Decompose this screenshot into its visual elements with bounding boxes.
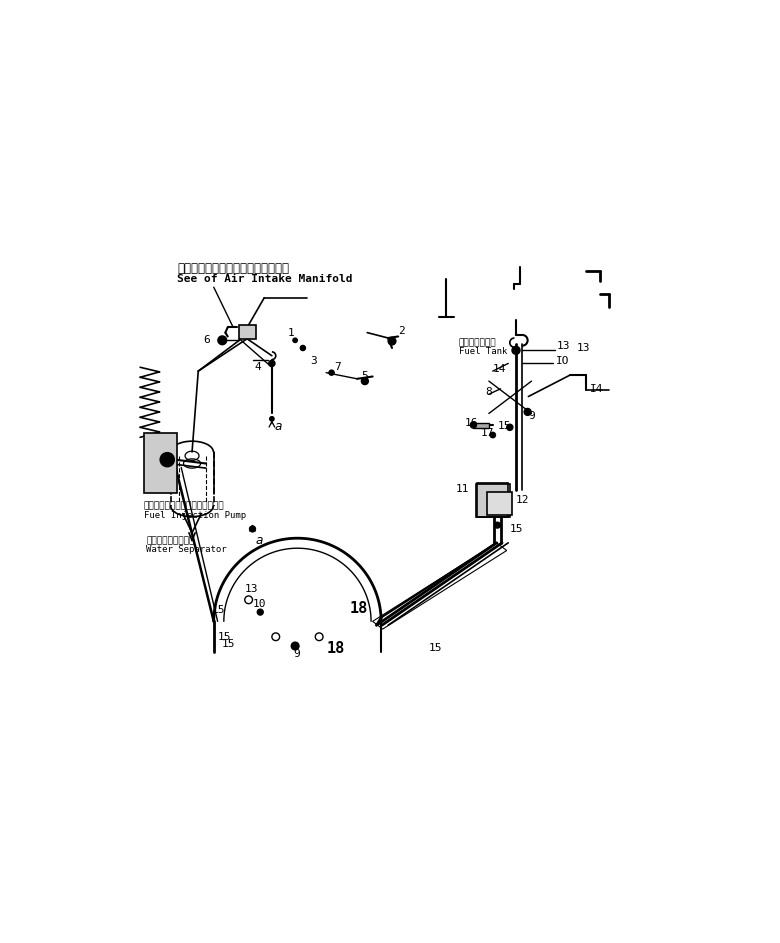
Text: 6: 6	[203, 336, 210, 345]
Bar	[239, 325, 257, 339]
Text: a: a	[256, 534, 263, 547]
Text: フェエルインジェクションポンプ: フェエルインジェクションポンプ	[144, 502, 225, 510]
Text: 2: 2	[399, 326, 405, 336]
Circle shape	[250, 526, 256, 532]
Text: 3: 3	[310, 356, 317, 366]
Circle shape	[524, 408, 531, 415]
Circle shape	[490, 432, 495, 438]
Text: エアーインタイクマニホールド参照: エアーインタイクマニホールド参照	[177, 262, 289, 275]
Text: 7: 7	[335, 362, 342, 372]
Text: Fuel Tank: Fuel Tank	[459, 347, 507, 356]
Text: 15: 15	[498, 421, 511, 431]
Circle shape	[269, 360, 275, 367]
Text: 15: 15	[212, 604, 225, 615]
Circle shape	[292, 338, 297, 342]
Text: 16: 16	[465, 418, 478, 428]
Circle shape	[507, 424, 513, 430]
Circle shape	[291, 642, 299, 650]
Text: 15: 15	[510, 524, 523, 534]
Text: a: a	[275, 420, 282, 433]
Circle shape	[495, 522, 501, 528]
Text: Water Separator: Water Separator	[147, 545, 227, 554]
Text: 1: 1	[287, 327, 294, 338]
Circle shape	[329, 370, 335, 375]
Text: フェエルタンク: フェエルタンク	[459, 339, 496, 347]
Circle shape	[512, 346, 520, 355]
Text: 10: 10	[253, 599, 266, 608]
Text: 17: 17	[480, 428, 494, 438]
Text: 5: 5	[361, 372, 367, 382]
Text: 11: 11	[456, 484, 469, 494]
Text: I4: I4	[590, 384, 604, 394]
Text: 14: 14	[493, 364, 506, 373]
Text: 9: 9	[528, 411, 535, 421]
Text: 9: 9	[292, 650, 300, 659]
Bar	[473, 422, 489, 428]
Text: 18: 18	[326, 641, 345, 655]
Bar	[477, 483, 509, 518]
Text: 12: 12	[516, 495, 530, 505]
Circle shape	[300, 345, 306, 351]
Text: 13: 13	[556, 340, 570, 351]
Circle shape	[361, 377, 368, 385]
Text: IO: IO	[556, 356, 570, 366]
Text: 13: 13	[245, 584, 258, 594]
Circle shape	[257, 609, 264, 615]
Text: Fuel Injection Pump: Fuel Injection Pump	[144, 510, 246, 520]
Bar	[476, 485, 510, 517]
Circle shape	[388, 338, 396, 345]
Text: 8: 8	[485, 387, 491, 397]
Text: 4: 4	[254, 362, 261, 372]
Text: See of Air Intake Manifold: See of Air Intake Manifold	[177, 274, 353, 285]
Circle shape	[160, 453, 174, 467]
Circle shape	[163, 455, 171, 464]
Bar	[144, 433, 176, 493]
Bar	[488, 492, 512, 515]
Circle shape	[470, 422, 477, 428]
Circle shape	[270, 417, 275, 422]
Text: 15: 15	[218, 632, 231, 642]
Text: ウォータセパレータ: ウォータセパレータ	[147, 536, 195, 545]
Text: 13: 13	[576, 343, 590, 353]
Text: 15: 15	[222, 639, 235, 650]
Text: 18: 18	[349, 601, 367, 616]
Text: 15: 15	[429, 643, 443, 653]
Circle shape	[218, 336, 226, 344]
